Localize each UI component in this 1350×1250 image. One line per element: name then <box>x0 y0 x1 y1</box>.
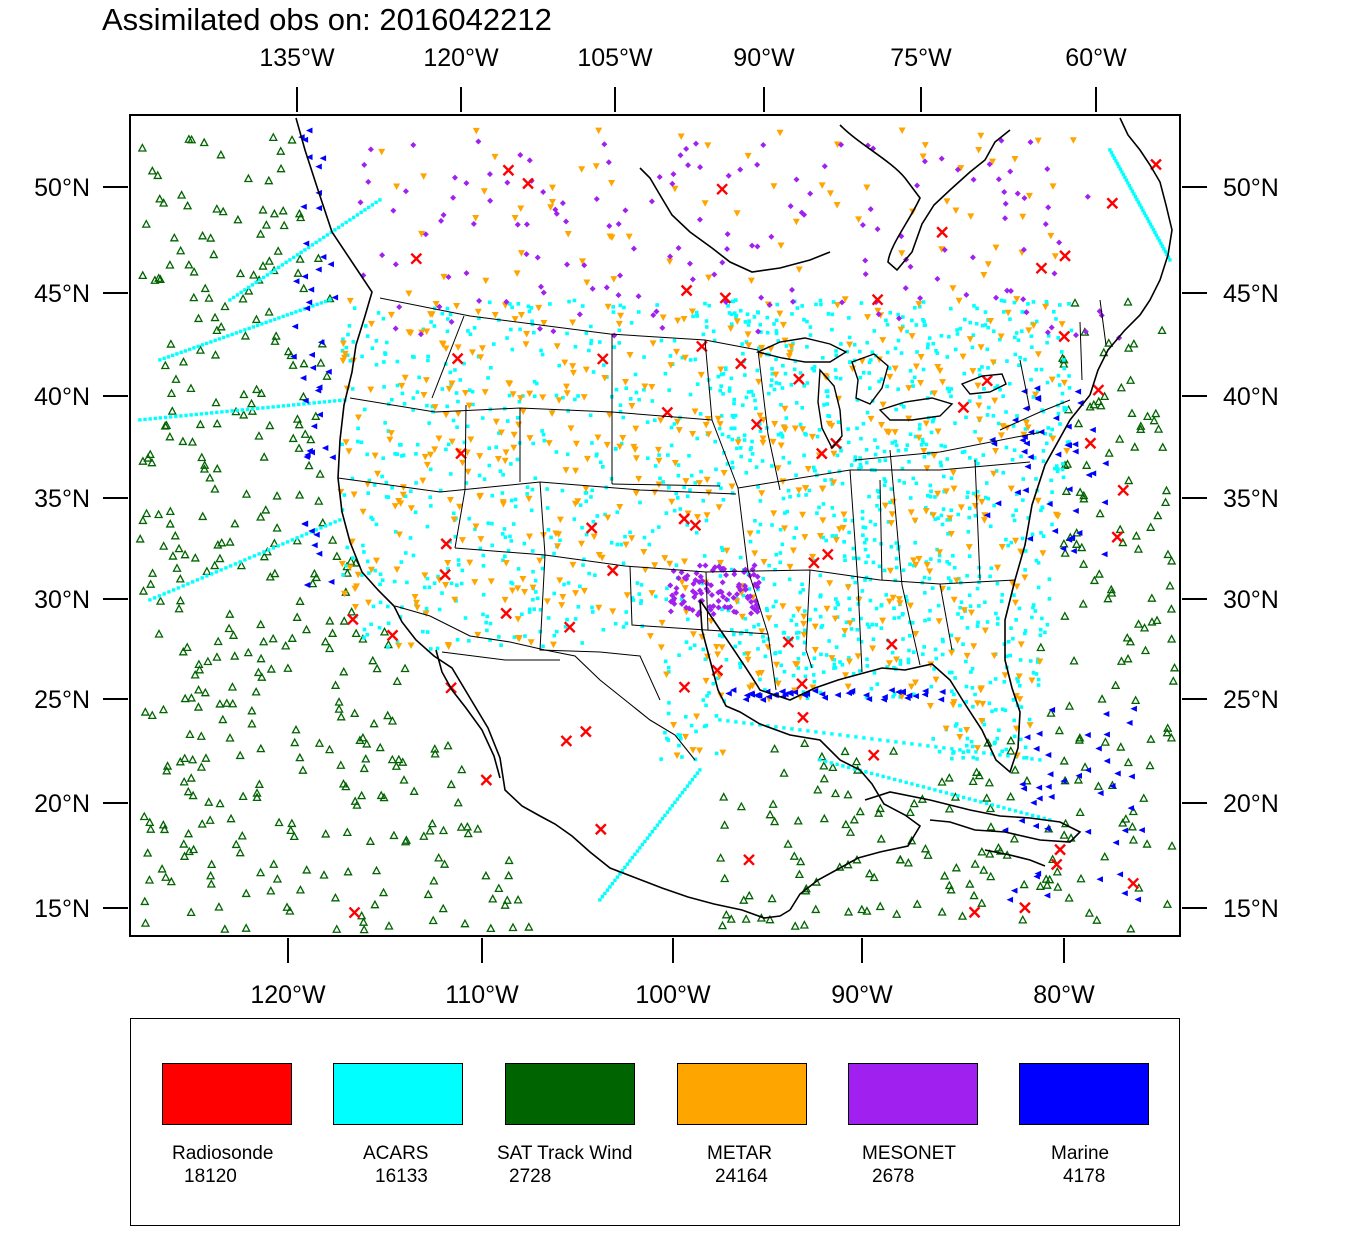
map-frame <box>129 114 1181 937</box>
legend-item: METAR 24164 <box>677 1063 807 1187</box>
bottom-longitude-label: 110°W <box>445 981 519 1009</box>
legend-swatch <box>848 1063 978 1125</box>
right-latitude-label: 35°N <box>1223 485 1279 513</box>
legend-item: Radiosonde 18120 <box>162 1063 292 1187</box>
mexico-boundary <box>394 605 696 761</box>
legend-item: Marine 4178 <box>1019 1063 1149 1187</box>
top-longitude-label: 105°W <box>577 44 653 72</box>
left-latitude-label: 15°N <box>34 895 90 923</box>
state-boundaries <box>337 297 1107 701</box>
top-longitude-label: 75°W <box>890 44 952 72</box>
legend-item: MESONET 2678 <box>848 1063 978 1187</box>
legend-count: 2678 <box>872 1166 915 1187</box>
left-latitude-label: 30°N <box>34 586 90 614</box>
legend-label: ACARS <box>363 1143 429 1164</box>
legend-swatch <box>505 1063 635 1125</box>
bottom-longitude-label: 80°W <box>1033 981 1095 1009</box>
great-lakes-outline <box>755 337 1007 450</box>
legend-item: SAT Track Wind 2728 <box>497 1063 635 1187</box>
left-latitude-label: 50°N <box>34 174 90 202</box>
legend-count: 4178 <box>1063 1166 1106 1187</box>
legend-swatch <box>162 1063 292 1125</box>
right-latitude-label: 40°N <box>1223 383 1279 411</box>
axis-ticks <box>103 87 1207 963</box>
legend-item: ACARS 16133 <box>333 1063 463 1187</box>
legend-count: 16133 <box>375 1166 428 1187</box>
left-latitude-label: 20°N <box>34 790 90 818</box>
axis-labels: 135°W 120°W 105°W 90°W 75°W 60°W 120°W 110°W 100… <box>34 44 1279 1009</box>
bottom-longitude-label: 120°W <box>250 981 326 1009</box>
observation-map: 135°W 120°W 105°W 90°W 75°W 60°W 120°W 110°W 100… <box>34 44 1279 1009</box>
top-longitude-label: 120°W <box>423 44 499 72</box>
legend-count: 18120 <box>184 1166 237 1187</box>
top-longitude-label: 90°W <box>733 44 795 72</box>
right-latitude-label: 50°N <box>1223 174 1279 202</box>
observation-markers <box>135 127 1180 934</box>
legend-label: MESONET <box>862 1143 956 1164</box>
right-latitude-label: 25°N <box>1223 686 1279 714</box>
right-latitude-label: 30°N <box>1223 586 1279 614</box>
legend-swatch <box>333 1063 463 1125</box>
left-latitude-label: 25°N <box>34 686 90 714</box>
left-latitude-label: 35°N <box>34 485 90 513</box>
legend-label: Radiosonde <box>172 1143 274 1164</box>
legend-swatch <box>677 1063 807 1125</box>
legend-label: METAR <box>707 1143 773 1164</box>
bottom-longitude-label: 90°W <box>831 981 893 1009</box>
legend-label: Marine <box>1051 1143 1110 1164</box>
bottom-longitude-label: 100°W <box>635 981 711 1009</box>
legend-count: 24164 <box>715 1166 768 1187</box>
coastline-outline <box>295 117 1173 919</box>
right-latitude-label: 20°N <box>1223 790 1279 818</box>
right-latitude-label: 45°N <box>1223 280 1279 308</box>
top-longitude-label: 135°W <box>259 44 335 72</box>
legend-count: 2728 <box>509 1166 552 1187</box>
map-title: Assimilated obs on: 2016042212 <box>102 2 552 37</box>
legend-box: Radiosonde 18120 ACARS 16133 SAT Track Wind 2… <box>130 1018 1180 1226</box>
top-longitude-label: 60°W <box>1065 44 1127 72</box>
legend-swatch <box>1019 1063 1149 1125</box>
legend-label: SAT Track Wind <box>497 1143 633 1164</box>
left-latitude-label: 45°N <box>34 280 90 308</box>
right-latitude-label: 15°N <box>1223 895 1279 923</box>
left-latitude-label: 40°N <box>34 383 90 411</box>
